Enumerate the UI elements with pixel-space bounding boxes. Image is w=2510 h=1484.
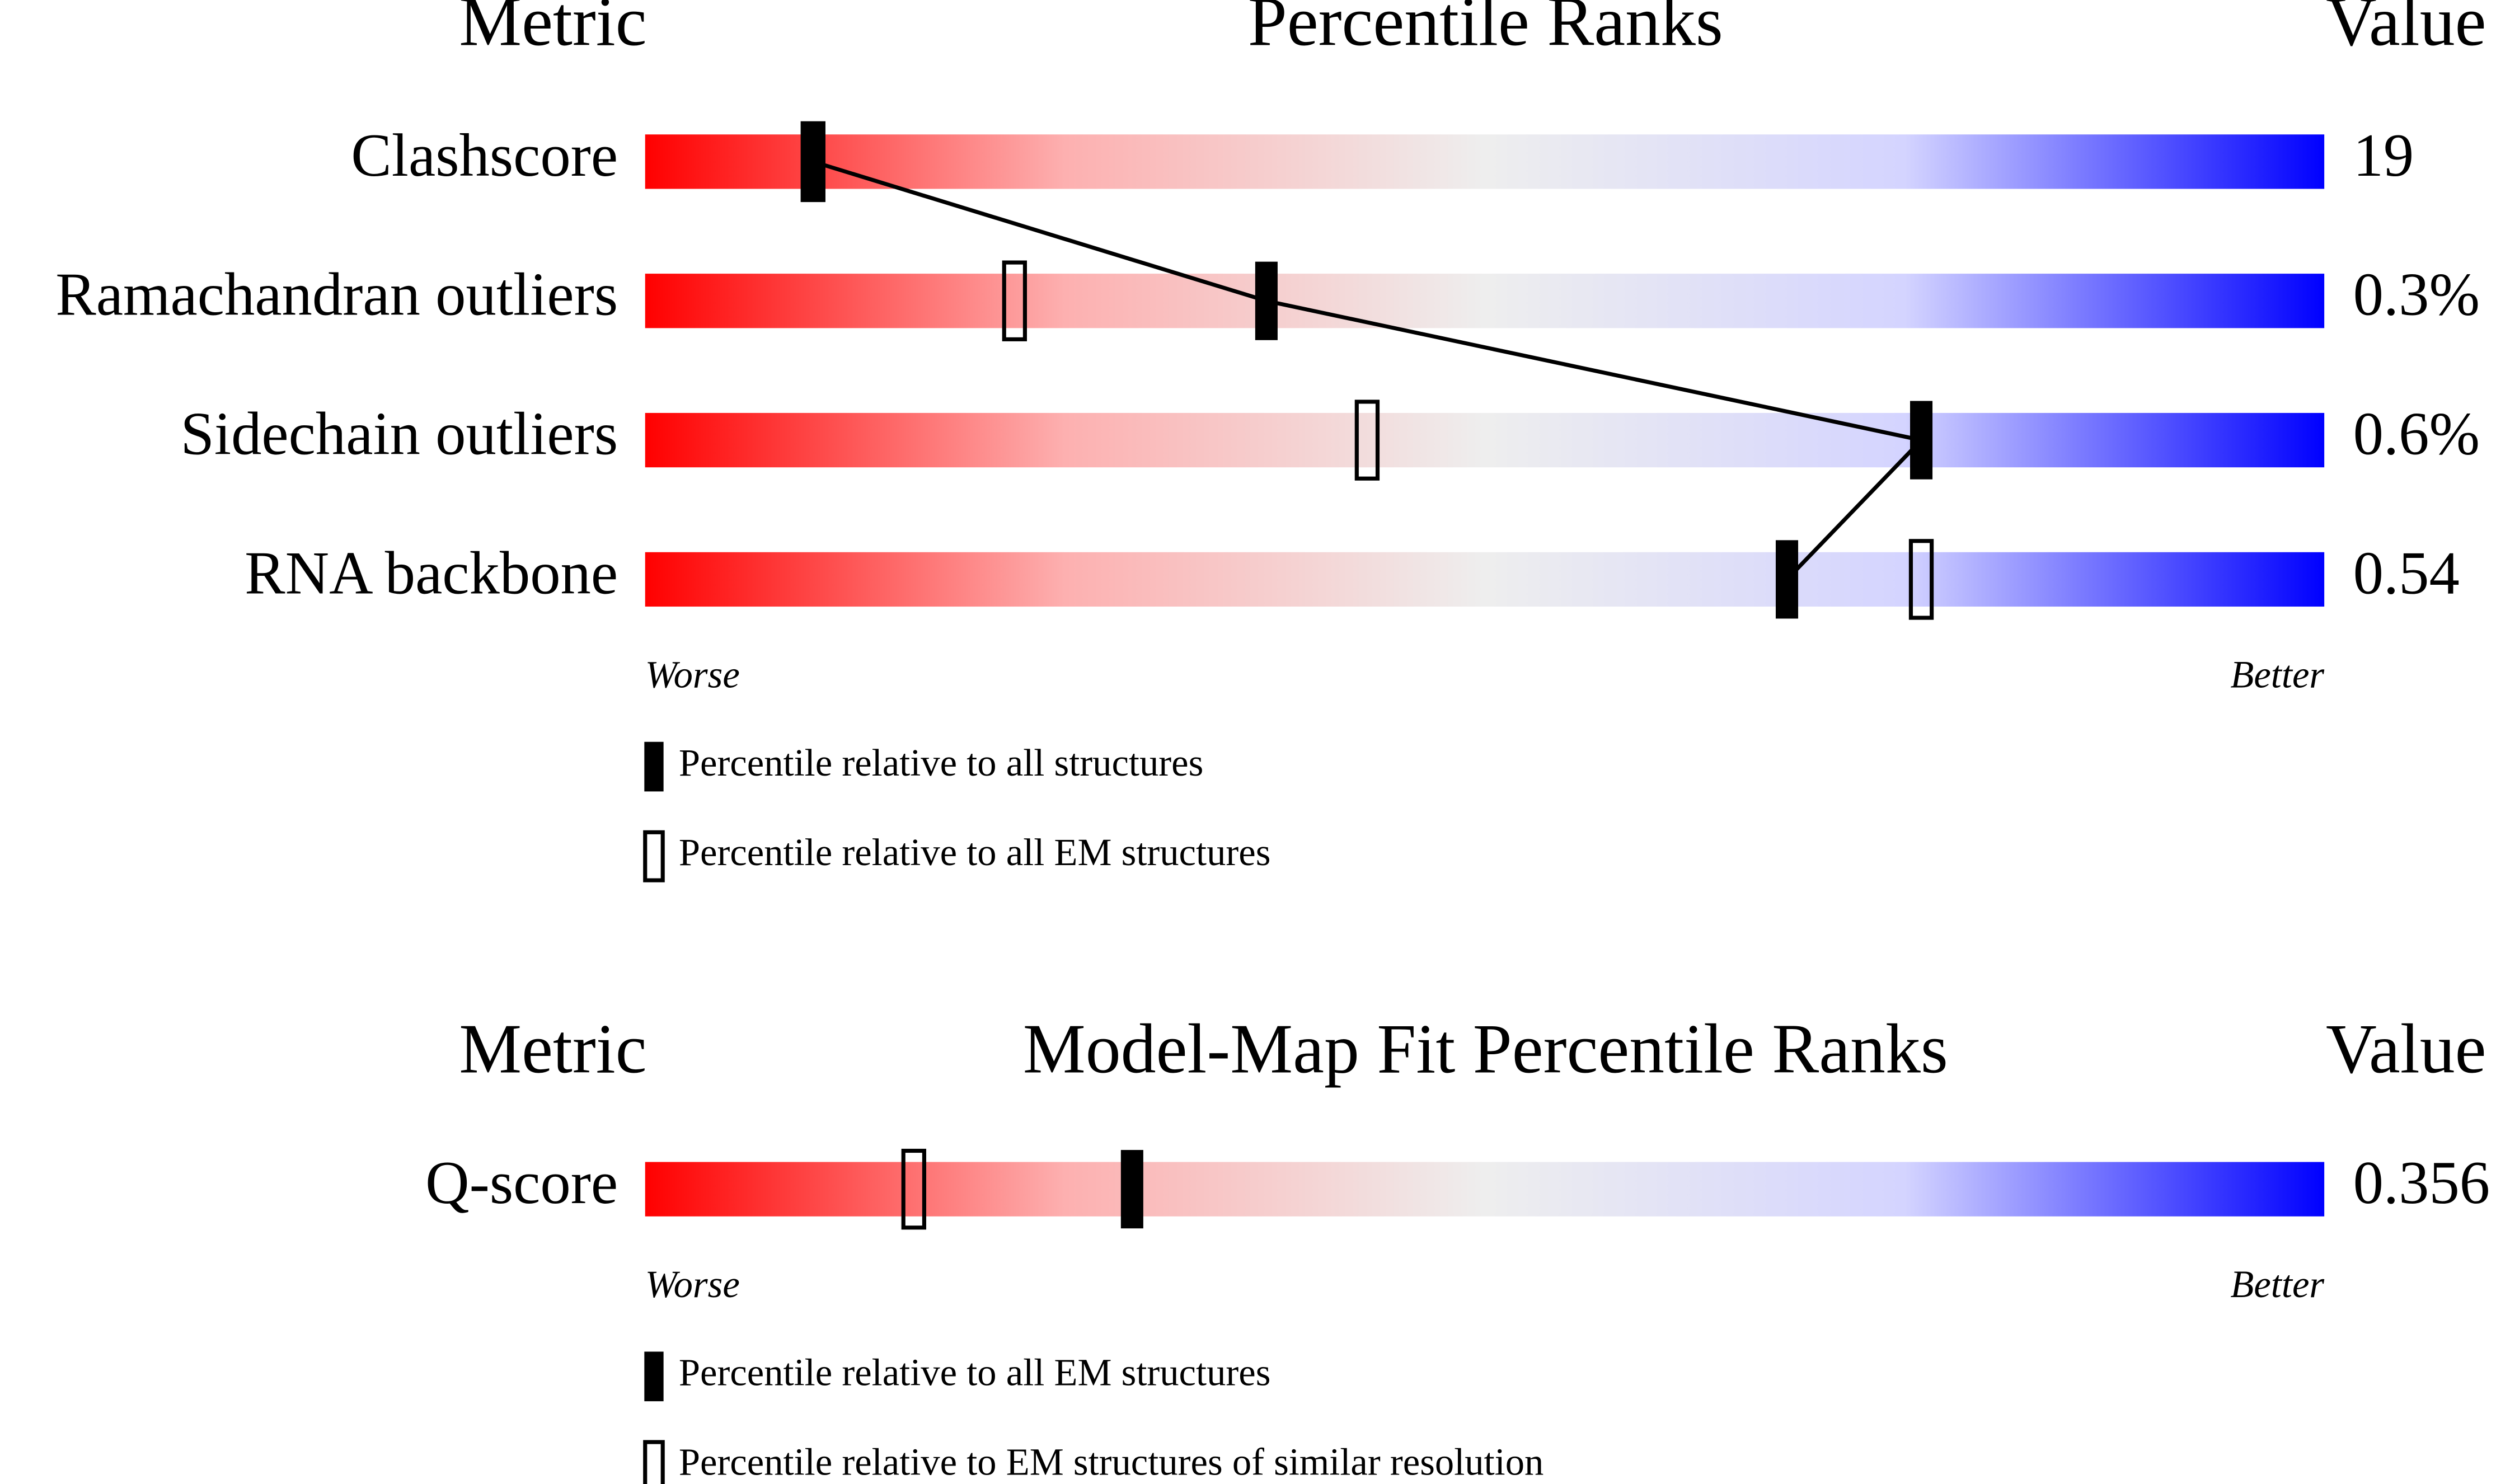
metric-label: Clashscore [351,121,618,189]
gradient-bar [645,1162,2325,1217]
legend-label: Percentile relative to all EM structures [679,1351,1271,1394]
metric-label: RNA backbone [245,539,618,607]
worse-label: Worse [645,653,740,696]
metric-value: 0.3% [2353,261,2480,328]
chart-title: Percentile Ranks [1248,0,1723,60]
percentile-marker [1255,261,1278,340]
gradient-bar [645,274,2325,328]
percentile-marker [801,122,824,201]
legend-label: Percentile relative to all structures [679,741,1204,784]
legend-swatch [644,741,664,792]
percentile-marker [1120,1150,1143,1229]
gradient-bar [645,412,2325,468]
metric-value: 19 [2353,121,2414,189]
chart-title: Model-Map Fit Percentile Ranks [1023,1011,1948,1088]
better-label: Better [2230,653,2324,696]
metric-label: Q-score [425,1149,618,1217]
gradient-bar [645,134,2325,189]
metric-label: Ramachandran outliers [55,261,618,328]
metric-label: Sidechain outliers [180,400,618,467]
gradient-bar [645,552,2325,607]
metric-header: Metric [459,0,646,60]
legend-swatch [643,1440,665,1484]
legend-swatch [644,1351,664,1402]
metric-value: 0.6% [2353,400,2480,467]
percentile-marker-outline [1908,539,1934,620]
connector-line [812,159,1926,581]
percentile-marker [1910,401,1933,480]
legend-label: Percentile relative to EM structures of … [679,1441,1544,1483]
value-header: Value [2326,0,2486,60]
percentile-marker-outline [901,1148,926,1230]
legend-swatch [643,830,665,882]
metric-value: 0.356 [2353,1149,2490,1217]
legend-label: Percentile relative to all EM structures [679,831,1271,874]
percentile-marker [1775,540,1799,619]
better-label: Better [2230,1263,2324,1305]
value-header: Value [2326,1011,2486,1088]
metric-value: 0.54 [2353,539,2460,607]
worse-label: Worse [645,1263,740,1305]
percentile-marker-outline [1354,400,1380,481]
metric-header: Metric [459,1011,646,1088]
percentile-marker-outline [1002,260,1028,341]
